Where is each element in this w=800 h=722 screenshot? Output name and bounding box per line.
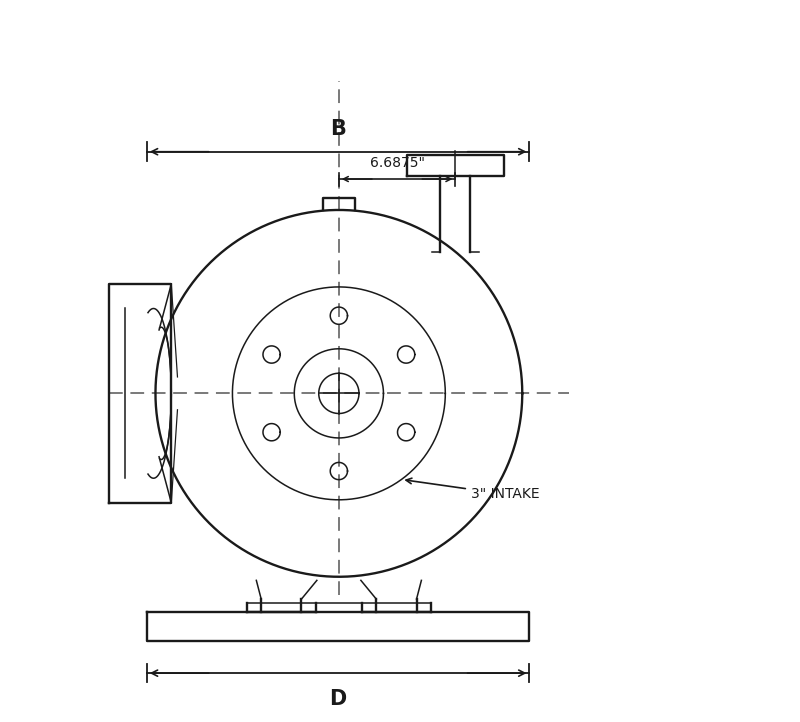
Text: 6.6875": 6.6875": [370, 156, 425, 170]
Text: B: B: [330, 118, 346, 139]
Text: 3" INTAKE: 3" INTAKE: [406, 478, 539, 501]
Text: D: D: [330, 689, 346, 709]
